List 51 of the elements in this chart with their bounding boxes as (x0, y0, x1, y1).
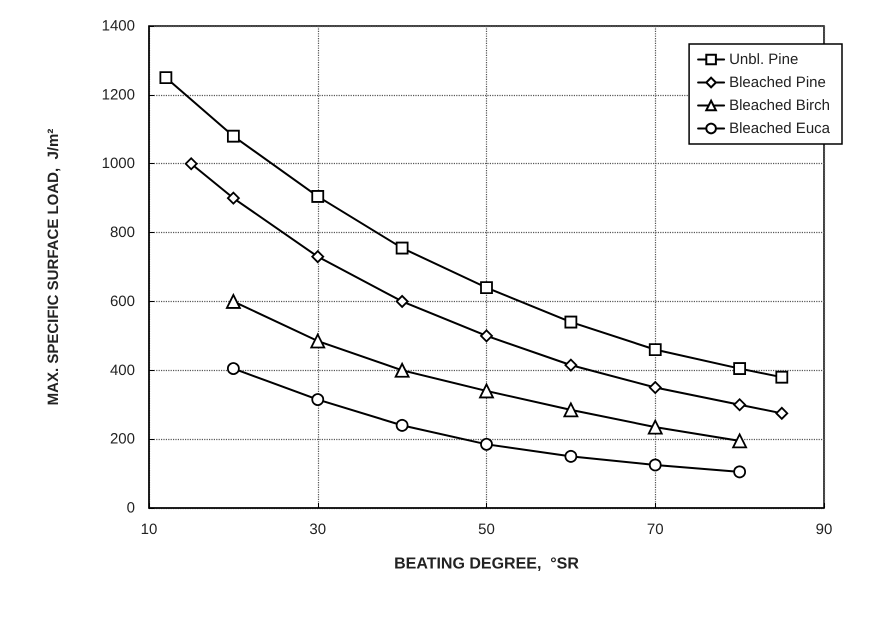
point (479, 384, 494, 398)
point (396, 295, 409, 308)
point (564, 316, 578, 328)
x-axis-title: BEATING DEGREE, °SR (394, 556, 580, 572)
y-tick-label: 200 (110, 430, 135, 448)
point (184, 157, 198, 170)
point (310, 334, 326, 348)
point (732, 433, 748, 448)
point (480, 329, 493, 342)
point (311, 250, 324, 264)
legend-label: Bleached Euca (729, 120, 831, 137)
point (311, 393, 324, 406)
point (733, 398, 746, 412)
point (159, 71, 172, 84)
point (226, 192, 240, 205)
point (733, 465, 746, 478)
point (563, 402, 578, 418)
point (648, 420, 663, 434)
point (648, 343, 662, 356)
point (733, 362, 746, 375)
legend-label: Bleached Pine (729, 74, 826, 91)
y-tick-label: 600 (110, 292, 135, 310)
y-tick-label: 0 (126, 500, 135, 516)
point (311, 190, 324, 203)
point (775, 406, 788, 420)
y-tick-label: 1200 (102, 86, 135, 104)
y-tick-label: 1400 (102, 18, 135, 34)
point (480, 281, 493, 294)
point (396, 418, 409, 432)
legend-label: Unbl. Pine (729, 51, 798, 68)
y-tick-label: 800 (110, 224, 135, 242)
point (396, 242, 409, 254)
point (226, 130, 240, 143)
x-tick-label: 10 (140, 521, 158, 538)
point (648, 458, 662, 472)
point (480, 438, 493, 451)
point (648, 381, 662, 394)
point (226, 294, 241, 309)
x-tick-label: 90 (816, 521, 832, 538)
point (564, 358, 578, 372)
point (775, 370, 788, 384)
point (394, 362, 410, 378)
point (226, 362, 240, 375)
x-tick-label: 70 (646, 521, 664, 538)
x-tick-label: 50 (478, 521, 495, 538)
y-tick-label: 400 (110, 362, 135, 379)
y-axis-title: MAX. SPECIFIC SURFACE LOAD, J/m² (45, 128, 62, 406)
point (564, 450, 578, 463)
legend-label: Bleached Birch (729, 97, 830, 114)
y-tick-label: 1000 (102, 155, 135, 172)
x-tick-label: 30 (309, 521, 326, 538)
